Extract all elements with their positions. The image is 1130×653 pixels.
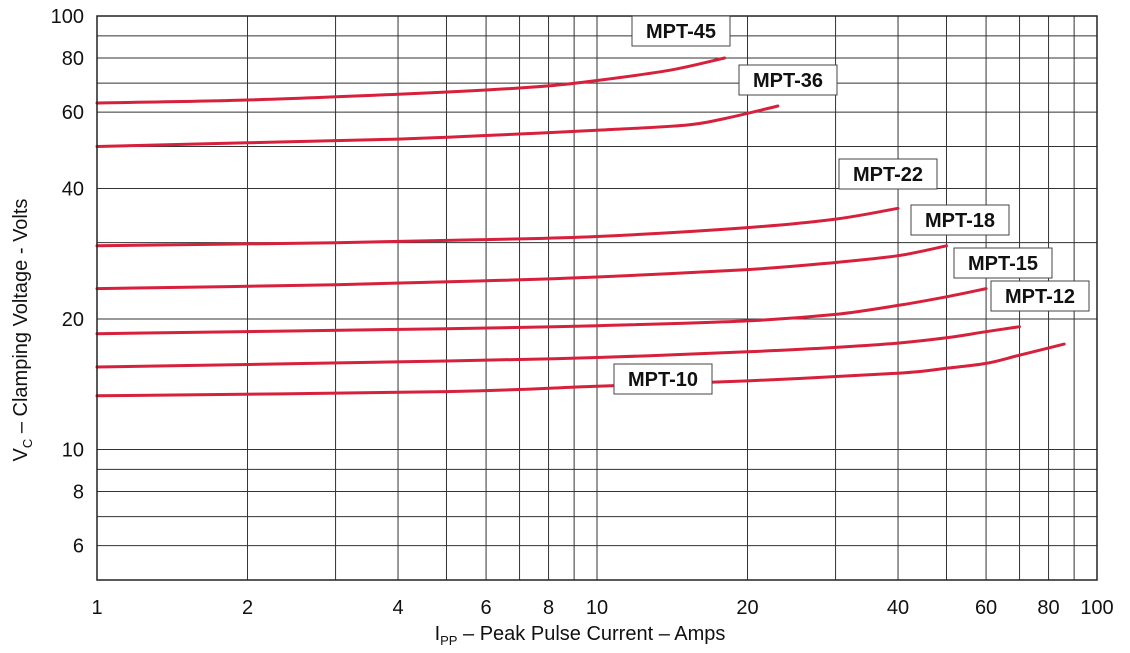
curve-label: MPT-15 bbox=[968, 253, 1038, 275]
y-axis-title-sub: C bbox=[20, 439, 35, 448]
curve-mpt-10 bbox=[95, 342, 1066, 398]
curve-label-box bbox=[631, 15, 731, 47]
curve-mpt-18 bbox=[95, 244, 948, 291]
x-tick-labels: 1 2 4 6 8 10 20 40 60 80 100 bbox=[91, 597, 1113, 619]
x-tick-label: 8 bbox=[543, 597, 554, 619]
y-tick-label: 10 bbox=[62, 440, 84, 462]
x-tick-label: 40 bbox=[887, 597, 909, 619]
x-tick-label: 4 bbox=[392, 597, 403, 619]
curve-label: MPT-12 bbox=[1005, 286, 1075, 308]
curve-label-box bbox=[613, 363, 713, 395]
curve-label-box bbox=[910, 204, 1010, 236]
curves bbox=[95, 56, 1066, 398]
y-axis-title-rest: – Clamping Voltage - Volts bbox=[10, 199, 32, 439]
y-tick-label: 8 bbox=[73, 482, 84, 504]
curve-label: MPT-22 bbox=[853, 164, 923, 186]
x-tick-label: 60 bbox=[975, 597, 997, 619]
y-tick-label: 80 bbox=[62, 48, 84, 70]
x-axis-title-sub: PP bbox=[440, 633, 457, 648]
curve-label: MPT-10 bbox=[628, 369, 698, 391]
x-axis-title-rest: – Peak Pulse Current – Amps bbox=[457, 623, 725, 645]
x-axis-title-main: I bbox=[435, 623, 441, 645]
curve-label-box bbox=[953, 247, 1053, 279]
grid bbox=[96, 15, 1098, 581]
y-tick-label: 6 bbox=[73, 536, 84, 558]
y-tick-label: 100 bbox=[51, 6, 84, 28]
curve-label: MPT-36 bbox=[753, 70, 823, 92]
curve-label: MPT-18 bbox=[925, 210, 995, 232]
y-axis-title: VC – Clamping Voltage - Volts bbox=[10, 199, 35, 462]
x-tick-label: 10 bbox=[586, 597, 608, 619]
curve-mpt-45 bbox=[95, 56, 727, 105]
curve-mpt-36 bbox=[95, 104, 780, 148]
x-tick-label: 20 bbox=[736, 597, 758, 619]
x-tick-label: 2 bbox=[242, 597, 253, 619]
curve-mpt-22 bbox=[95, 206, 900, 248]
y-tick-label: 20 bbox=[62, 309, 84, 331]
curve-label-box bbox=[738, 64, 838, 96]
curve-label: MPT-45 bbox=[646, 21, 716, 43]
curve-mpt-15 bbox=[95, 287, 988, 336]
y-tick-label: 40 bbox=[62, 179, 84, 201]
curve-label-box bbox=[838, 158, 938, 190]
curve-labels: MPT-45 MPT-36 MPT-22 MPT-18 MPT-15 MPT-12 MPT-… bbox=[613, 15, 1090, 395]
curve-label-box bbox=[990, 280, 1090, 312]
x-tick-label: 6 bbox=[481, 597, 492, 619]
y-tick-labels: 6 8 10 20 40 60 80 100 bbox=[51, 6, 84, 558]
x-tick-label: 1 bbox=[91, 597, 102, 619]
plot-frame bbox=[96, 15, 1098, 581]
y-tick-label: 60 bbox=[62, 102, 84, 124]
y-axis-title-main: V bbox=[10, 447, 32, 461]
x-tick-label: 80 bbox=[1037, 597, 1059, 619]
x-axis-title: IPP – Peak Pulse Current – Amps bbox=[435, 623, 726, 648]
curve-mpt-12 bbox=[95, 325, 1021, 369]
x-tick-label: 100 bbox=[1080, 597, 1113, 619]
